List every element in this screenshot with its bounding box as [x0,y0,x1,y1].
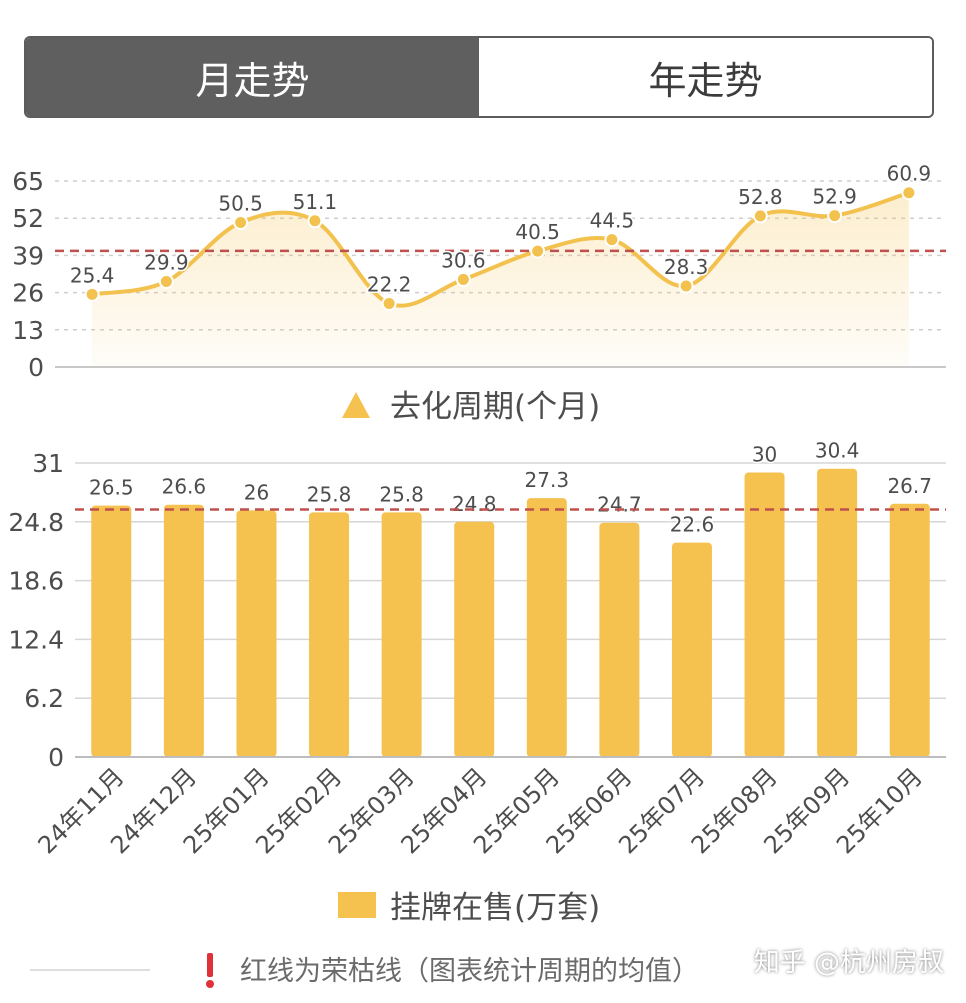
bar [91,505,132,757]
line-y-tick-label: 0 [28,353,44,382]
line-point [233,214,249,230]
bar [889,503,930,757]
line-point [604,232,620,248]
line-point [307,213,323,229]
bar [744,472,785,757]
bar-y-tick-label: 6.2 [24,684,64,713]
line-point [455,271,471,287]
tab-month-trend[interactable]: 月走势 [26,38,479,116]
watermark: 知乎 @杭州房叔 [753,948,944,978]
trend-tabs: 月走势 年走势 [24,36,934,118]
line-data-label: 40.5 [515,220,560,244]
line-data-label: 22.2 [367,272,412,296]
line-point [827,208,843,224]
bar-y-tick-label: 31 [32,449,64,478]
line-point [678,278,694,294]
bar [671,542,712,757]
line-y-tick-label: 13 [12,316,44,345]
footnote-text: 红线为荣枯线（图表统计周期的均值） [240,956,699,987]
line-y-tick-label: 39 [12,241,44,270]
bar-y-tick-label: 24.8 [8,508,64,537]
exclamation-icon-bar [207,953,213,977]
line-data-label: 52.8 [738,185,783,209]
bar-data-label: 26.6 [162,475,207,499]
bar [236,510,277,757]
legend-square-icon [338,892,376,918]
bar-data-label: 26 [244,480,269,504]
line-data-label: 28.3 [664,255,709,279]
bar-y-tick-label: 18.6 [8,567,64,596]
line-y-tick-label: 65 [12,167,44,196]
bar-y-tick-label: 12.4 [8,625,64,654]
tab-year-trend[interactable]: 年走势 [479,38,932,116]
bar [817,468,858,757]
line-point [752,208,768,224]
line-point [158,273,174,289]
line-legend-label: 去化周期(个月) [390,389,600,425]
bar-legend-label: 挂牌在售(万套) [390,890,600,926]
line-data-label: 50.5 [218,191,263,215]
line-data-label: 25.4 [70,263,115,287]
line-data-label: 30.6 [441,248,486,272]
bar-data-label: 30 [752,442,777,466]
bar [163,504,204,757]
bar-data-label: 25.8 [307,482,352,506]
bar [454,521,495,757]
bar [526,498,567,757]
line-data-label: 29.9 [144,250,189,274]
bar-data-label: 26.5 [89,476,134,500]
line-area-fill [92,192,909,367]
line-data-label: 60.9 [887,162,932,186]
bar-data-label: 26.7 [887,474,932,498]
bar-data-label: 24.7 [597,493,642,517]
bar-data-label: 27.3 [525,468,570,492]
line-point [381,295,397,311]
bar [381,512,422,757]
line-data-label: 44.5 [590,209,635,233]
line-data-label: 52.9 [812,185,857,209]
bar-data-label: 25.8 [379,482,424,506]
bar-y-tick-label: 0 [48,743,64,772]
bar-data-label: 22.6 [670,513,715,537]
line-y-tick-label: 26 [12,279,44,308]
bar [309,512,350,757]
bar-data-label: 24.8 [452,492,497,516]
line-point [901,185,917,201]
legend-triangle-icon [342,392,370,418]
exclamation-icon-dot [206,980,214,988]
line-point [530,243,546,259]
line-y-tick-label: 52 [12,204,44,233]
bar [599,522,640,757]
bar-data-label: 30.4 [815,439,860,463]
line-data-label: 51.1 [293,190,338,214]
line-point [84,286,100,302]
